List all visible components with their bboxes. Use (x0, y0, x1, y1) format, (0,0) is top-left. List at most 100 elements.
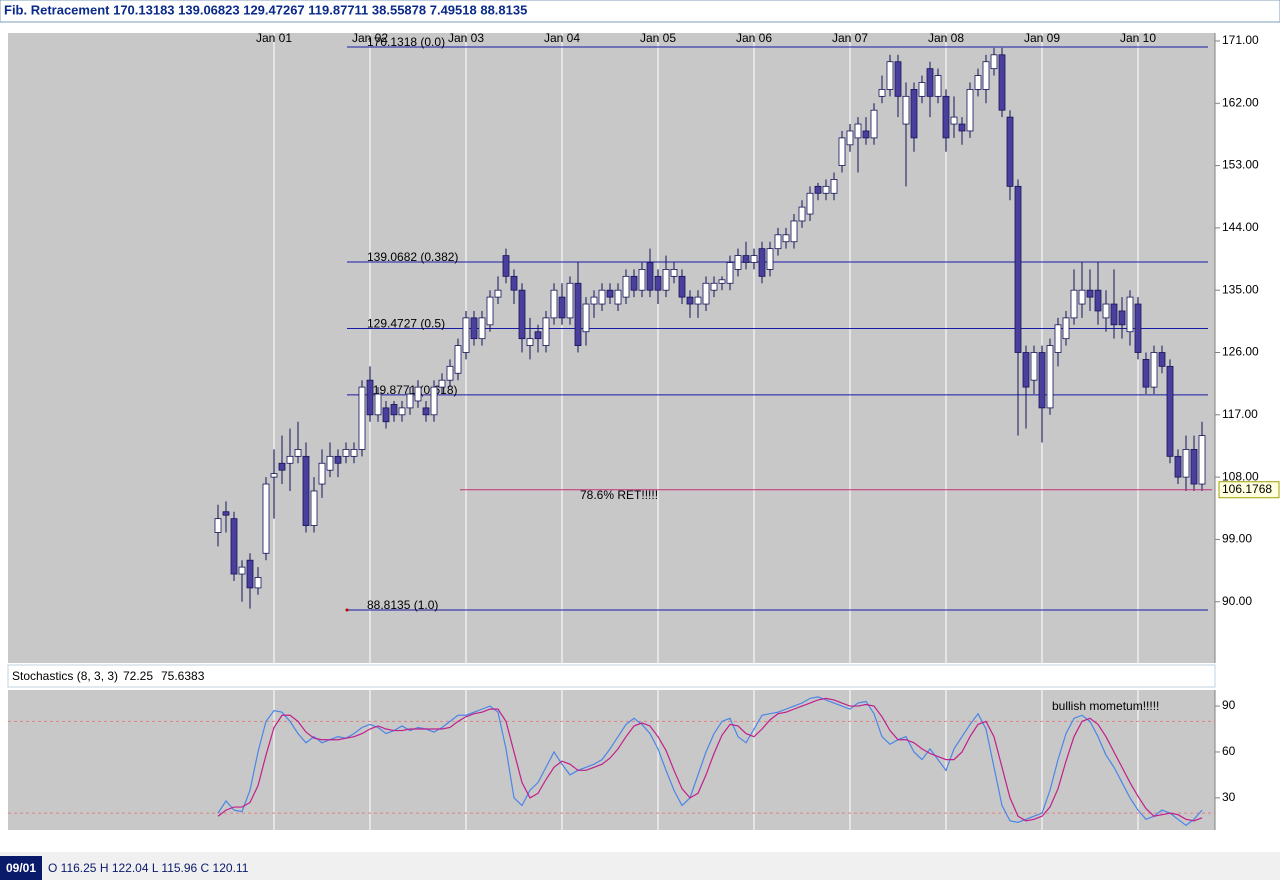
fib-label: 139.0682 (0.382) (367, 250, 458, 264)
candle-body (398, 407, 406, 416)
candle-body (950, 116, 958, 125)
candle-body (678, 275, 686, 298)
candle-body (630, 275, 638, 291)
candle-body (1070, 289, 1078, 319)
candle-body (830, 179, 838, 194)
candle-body (526, 338, 534, 346)
candle-body (662, 269, 670, 291)
candle-body (222, 511, 230, 516)
candle-body (670, 269, 678, 277)
candle-body (262, 483, 270, 554)
candle-body (686, 296, 694, 305)
candle-body (910, 89, 918, 139)
candle-body (446, 365, 454, 381)
candle-body (558, 296, 566, 319)
candle-body (566, 282, 574, 319)
candle-body (718, 279, 726, 284)
status-date-box (0, 856, 42, 880)
candle-body (1086, 289, 1094, 298)
y-tick-label: 144.00 (1222, 220, 1259, 234)
candle-body (862, 130, 870, 139)
candle-body (486, 296, 494, 326)
fib-label: 129.4727 (0.5) (367, 317, 445, 331)
candle-body (254, 577, 262, 589)
candle-body (822, 185, 830, 194)
y-tick-label: 117.00 (1222, 407, 1258, 421)
candle-body (1142, 359, 1150, 388)
candle-body (1054, 324, 1062, 353)
annotation: bullish mometum!!!!! (1052, 699, 1159, 713)
candle-body (942, 95, 950, 139)
candle-body (646, 262, 654, 291)
candle-body (806, 192, 814, 215)
candle-body (326, 455, 334, 471)
candle-body (438, 379, 446, 388)
candle-body (1078, 289, 1086, 305)
candle-body (742, 255, 750, 263)
candle-body (918, 82, 926, 97)
candle-body (582, 303, 590, 333)
x-tick-label: Jan 03 (448, 31, 484, 45)
candle-body (542, 317, 550, 346)
y-tick-label: 99.00 (1222, 532, 1252, 546)
candle-body (494, 289, 502, 298)
candle-body (1118, 310, 1126, 326)
candle-body (294, 449, 302, 457)
candle-body (590, 296, 598, 305)
candle-body (414, 386, 422, 402)
candle-body (1182, 449, 1190, 478)
x-tick-label: Jan 10 (1120, 31, 1156, 45)
candle-body (454, 345, 462, 374)
candle-body (382, 407, 390, 423)
candle-body (1022, 352, 1030, 388)
y-tick-label: 90.00 (1222, 594, 1252, 608)
chart-title: Fib. Retracement 170.13183 139.06823 129… (4, 2, 527, 17)
candle-body (1030, 352, 1038, 381)
candle-body (318, 462, 326, 485)
candle-body (798, 206, 806, 222)
fib-label: 170.1318 (0.0) (367, 35, 445, 49)
y-tick-label: 153.00 (1222, 158, 1259, 172)
candle-body (230, 518, 238, 575)
candle-body (1014, 185, 1022, 353)
y-tick-label: 135.00 (1222, 282, 1259, 296)
candle-body (1110, 303, 1118, 326)
stoch-k-value: 72.25 (123, 669, 153, 683)
candle-body (1102, 303, 1110, 319)
candle-body (470, 317, 478, 340)
candle-body (598, 289, 606, 305)
candle-body (1166, 365, 1174, 457)
candle-body (1046, 345, 1054, 409)
candle-body (766, 248, 774, 270)
y-tick-label: 126.00 (1222, 345, 1259, 359)
candle-body (286, 455, 294, 464)
y-tick-label: 108.00 (1222, 469, 1259, 483)
candle-body (422, 407, 430, 416)
price-plot-area (8, 33, 1215, 663)
candle-body (846, 130, 854, 146)
candle-body (926, 68, 934, 97)
candle-body (974, 75, 982, 90)
candle-body (214, 518, 222, 533)
candle-body (878, 89, 886, 97)
candle-body (654, 275, 662, 291)
candle-body (278, 462, 286, 471)
stoch-plot-area (8, 690, 1215, 830)
candle-body (982, 61, 990, 90)
x-tick-label: Jan 08 (928, 31, 964, 45)
candle-body (1174, 455, 1182, 478)
status-ohlc: O 116.25 H 122.04 L 115.96 C 120.11 (48, 861, 249, 875)
candle-body (1134, 303, 1142, 353)
candle-body (238, 566, 246, 575)
candle-body (246, 559, 254, 589)
candle-body (406, 393, 414, 409)
candle-body (534, 331, 542, 340)
candle-body (814, 185, 822, 194)
candle-body (1006, 116, 1014, 187)
candle-body (366, 379, 374, 416)
candle-body (958, 123, 966, 132)
candle-body (1150, 352, 1158, 388)
candle-body (390, 404, 398, 416)
candle-body (894, 61, 902, 97)
